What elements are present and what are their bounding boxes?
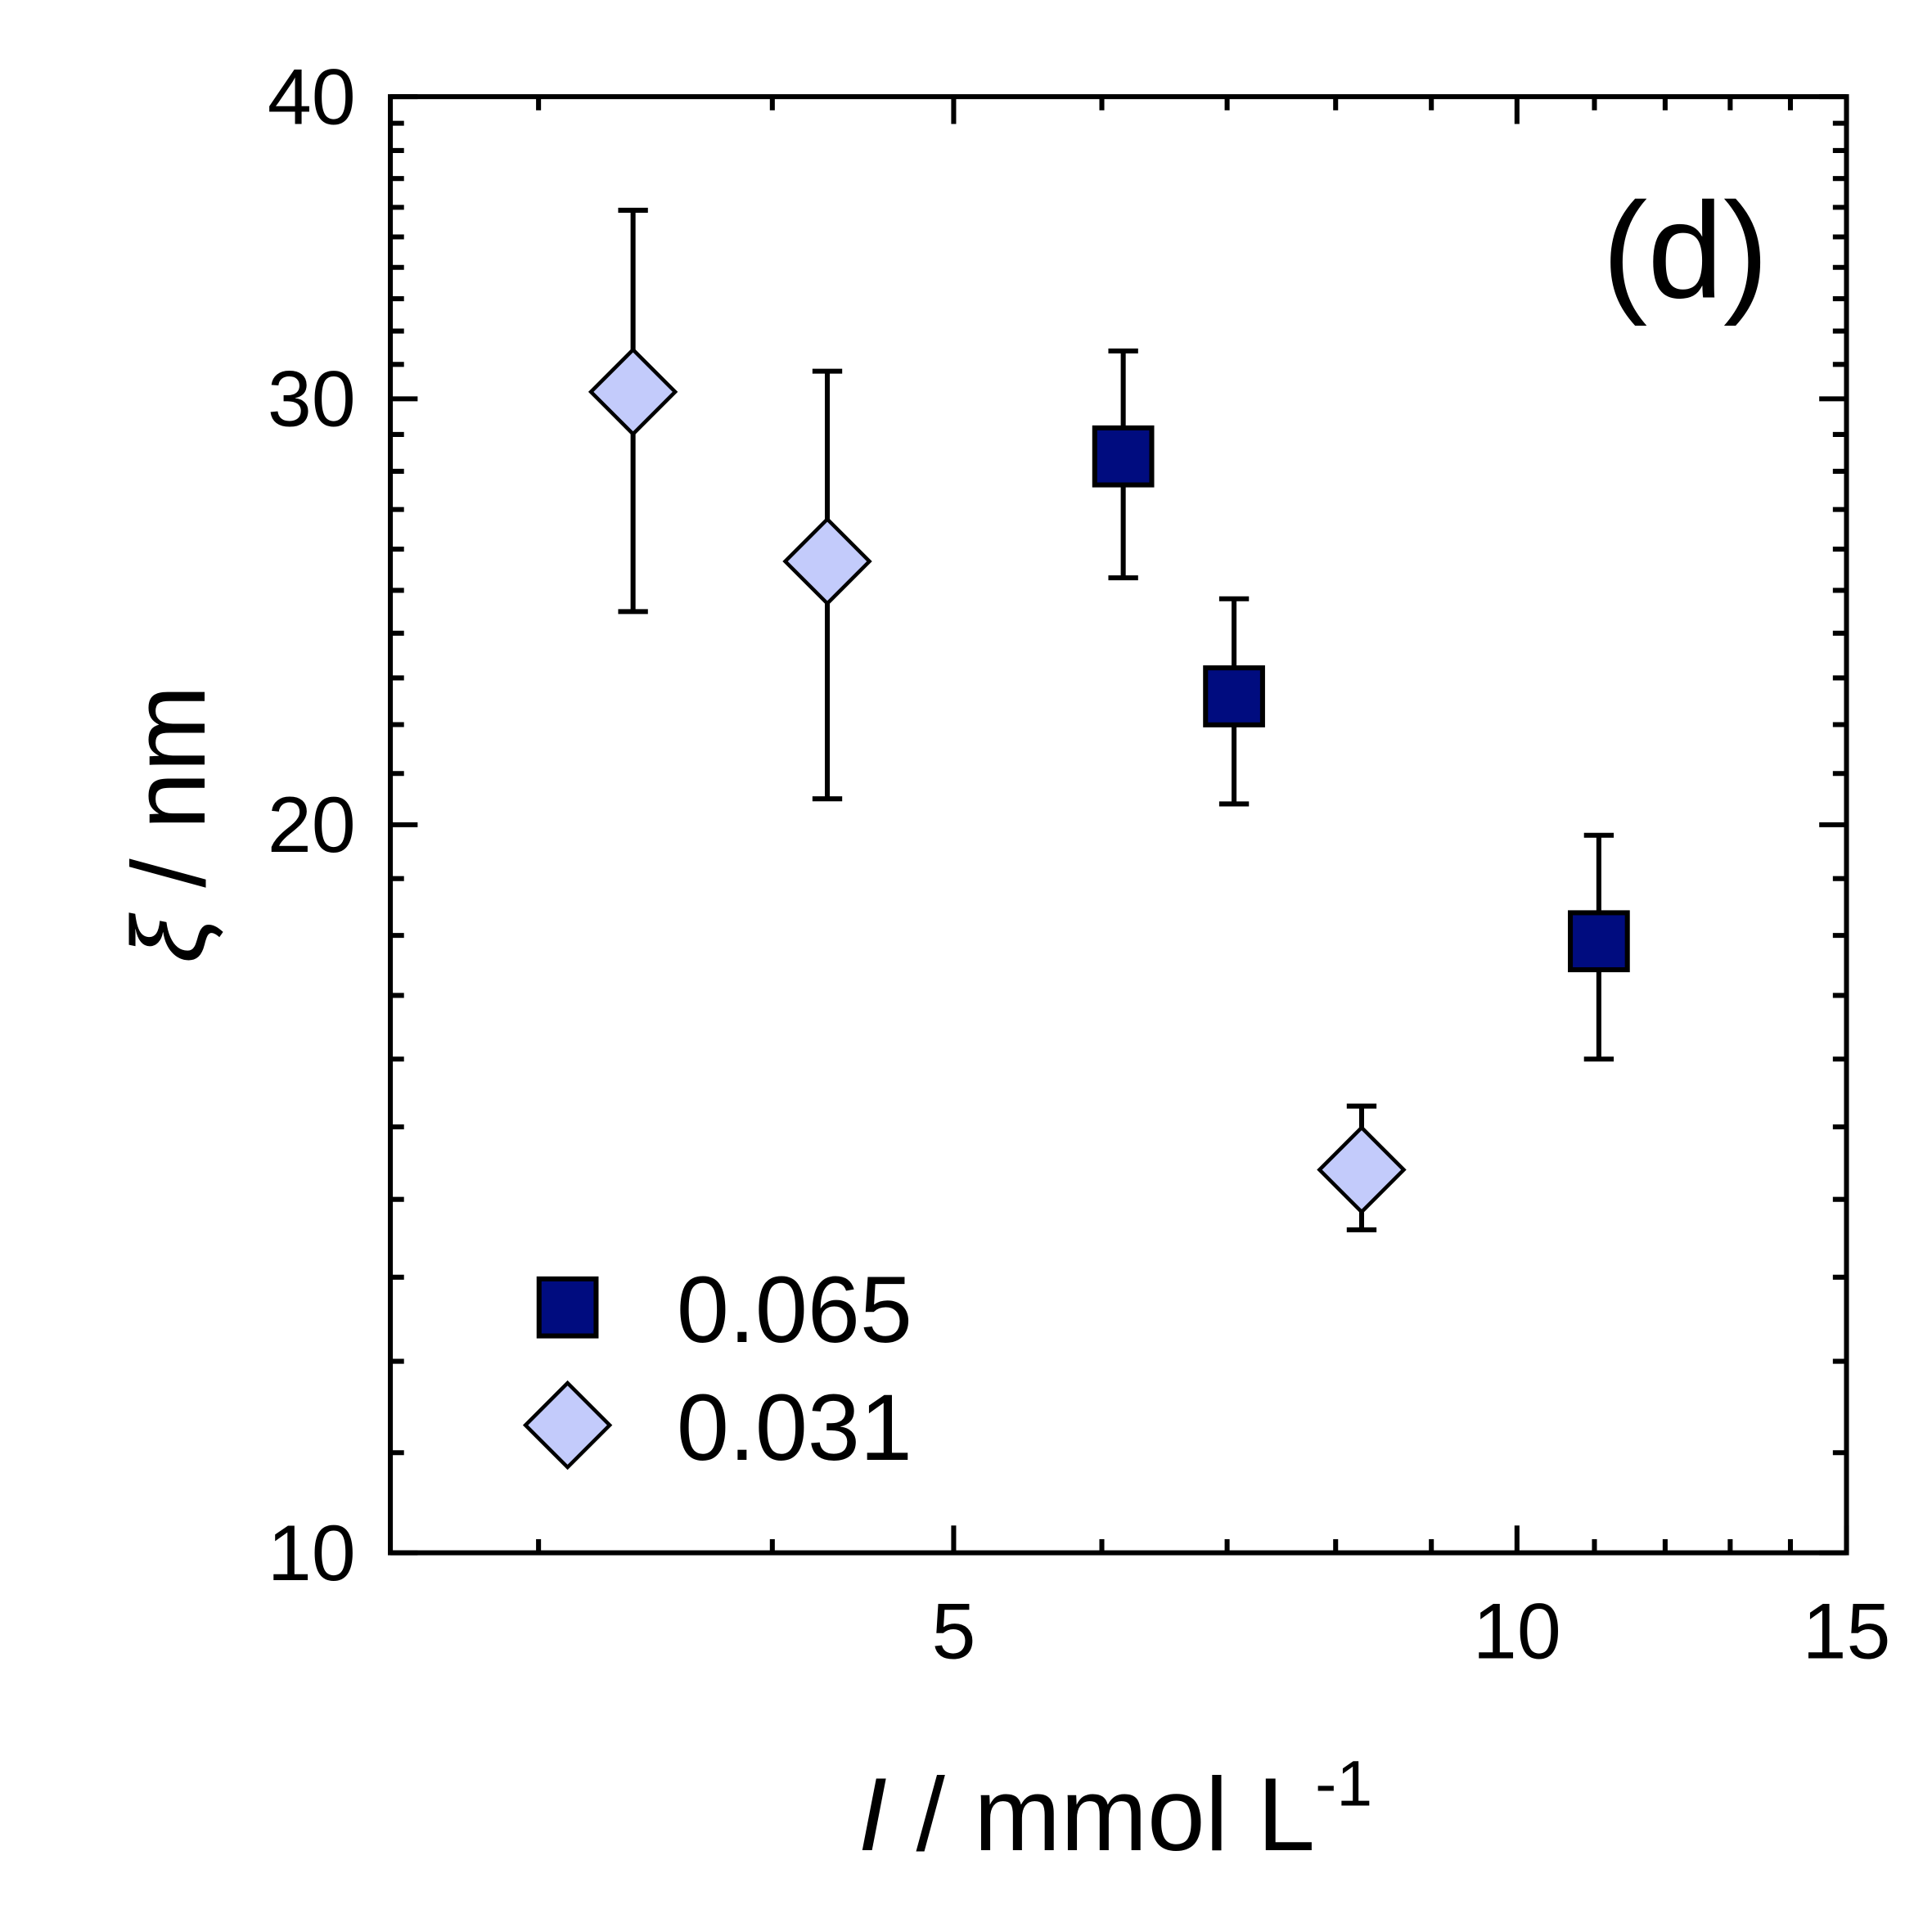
y-tick-label: 40 [268, 52, 356, 141]
legend-label: 0.031 [677, 1376, 912, 1480]
plot-frame [388, 94, 1849, 1556]
marker-diamond [1317, 1124, 1407, 1215]
x-tick-label: 15 [1803, 1586, 1891, 1675]
panel-label: (d) [1602, 174, 1769, 327]
x-axis-title-part: I [858, 1756, 887, 1872]
legend-marker [522, 1380, 613, 1470]
x-axis-title-part: / mmol L [887, 1756, 1315, 1872]
y-tick-label: 10 [268, 1508, 356, 1597]
legend-marker [536, 1276, 599, 1339]
marker-diamond [782, 516, 872, 606]
marker-square [1092, 425, 1155, 488]
y-tick-label: 30 [268, 354, 356, 444]
x-tick-label: 10 [1473, 1586, 1561, 1675]
y-axis-title-part: / nm [110, 685, 227, 916]
x-axis-title-sup: -1 [1315, 1748, 1372, 1820]
x-tick-label: 5 [931, 1586, 975, 1675]
marker-square [1203, 665, 1265, 727]
y-tick-label: 20 [268, 780, 356, 869]
y-axis-title-part: ξ [110, 912, 227, 963]
y-axis-title: ξ / nm [110, 685, 227, 963]
marker-diamond [588, 347, 678, 437]
legend-label: 0.065 [677, 1258, 912, 1362]
x-axis-title: I / mmol L-1 [858, 1748, 1372, 1873]
marker-square [1568, 910, 1630, 973]
